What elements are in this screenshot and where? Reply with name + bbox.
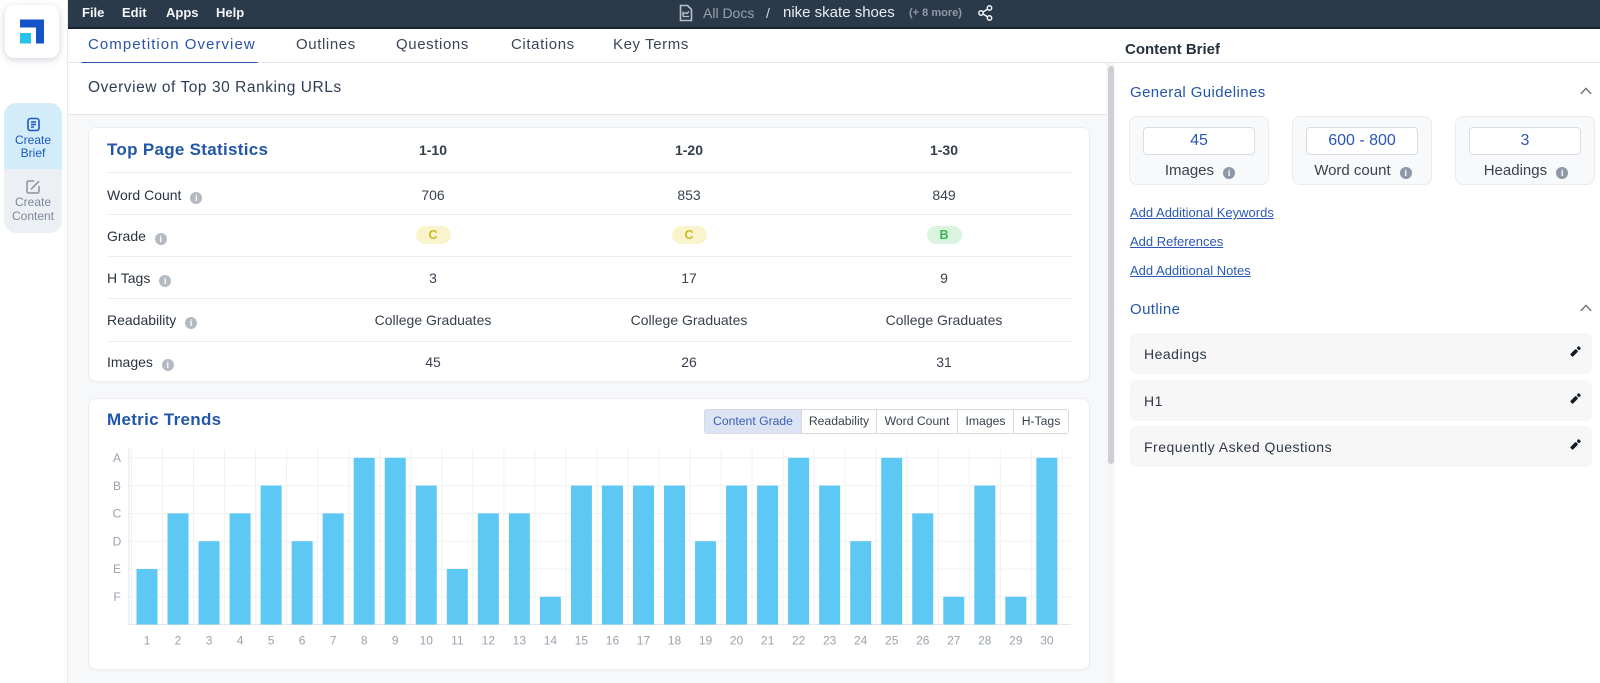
svg-text:6: 6 xyxy=(299,634,306,648)
svg-text:27: 27 xyxy=(947,634,961,648)
svg-text:20: 20 xyxy=(730,634,744,648)
svg-text:23: 23 xyxy=(823,634,837,648)
svg-text:4: 4 xyxy=(237,634,244,648)
svg-text:E: E xyxy=(113,562,121,576)
svg-text:C: C xyxy=(113,507,122,521)
svg-text:10: 10 xyxy=(420,634,434,648)
svg-text:2: 2 xyxy=(175,634,182,648)
svg-text:9: 9 xyxy=(392,634,399,648)
svg-text:7: 7 xyxy=(330,634,337,648)
svg-text:D: D xyxy=(113,534,122,548)
svg-text:17: 17 xyxy=(637,634,651,648)
svg-text:A: A xyxy=(113,451,121,465)
svg-text:25: 25 xyxy=(885,634,899,648)
svg-text:8: 8 xyxy=(361,634,368,648)
svg-text:26: 26 xyxy=(916,634,930,648)
svg-text:15: 15 xyxy=(575,634,589,648)
svg-text:24: 24 xyxy=(854,634,868,648)
svg-text:11: 11 xyxy=(451,634,464,648)
svg-text:19: 19 xyxy=(699,634,713,648)
svg-text:5: 5 xyxy=(268,634,275,648)
svg-text:18: 18 xyxy=(668,634,682,648)
svg-text:13: 13 xyxy=(513,634,527,648)
svg-text:F: F xyxy=(113,590,120,604)
svg-text:29: 29 xyxy=(1009,634,1023,648)
svg-text:3: 3 xyxy=(206,634,213,648)
svg-text:B: B xyxy=(113,479,121,493)
svg-text:1: 1 xyxy=(144,634,151,648)
svg-text:22: 22 xyxy=(792,634,806,648)
svg-text:28: 28 xyxy=(978,634,992,648)
svg-text:30: 30 xyxy=(1040,634,1054,648)
svg-text:14: 14 xyxy=(544,634,558,648)
svg-text:21: 21 xyxy=(761,634,775,648)
svg-text:12: 12 xyxy=(482,634,496,648)
svg-text:16: 16 xyxy=(606,634,620,648)
